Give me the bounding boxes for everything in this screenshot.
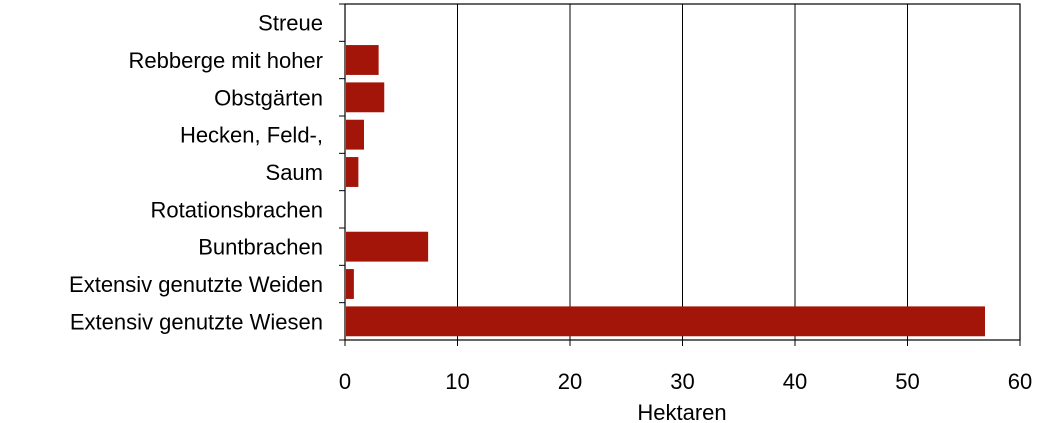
x-tick-label: 0 xyxy=(339,369,351,394)
bar xyxy=(346,45,379,75)
bar xyxy=(346,119,364,150)
gridlines xyxy=(457,4,908,340)
x-tick-label: 20 xyxy=(558,369,582,394)
x-tick-label: 10 xyxy=(445,369,469,394)
x-tick-label: 40 xyxy=(783,369,807,394)
category-label: Obstgärten xyxy=(214,85,323,110)
x-axis-title: Hektaren xyxy=(637,400,726,423)
category-label: Streue xyxy=(258,11,323,36)
category-label: Extensiv genutzte Wiesen xyxy=(70,309,323,334)
category-label: Saum xyxy=(266,160,323,185)
category-label: Buntbrachen xyxy=(198,235,323,260)
bar xyxy=(346,157,359,187)
category-label: Rotationsbrachen xyxy=(151,197,323,222)
x-tick-label: 50 xyxy=(895,369,919,394)
x-tick-label: 60 xyxy=(1008,369,1032,394)
bars xyxy=(346,45,985,337)
bar xyxy=(346,306,985,337)
x-tick-label: 30 xyxy=(670,369,694,394)
category-labels: Streue Rebberge mit hoher Obstgärten Hecken… xyxy=(69,3,345,341)
x-axis-ticks: 0 10 20 30 40 50 60 xyxy=(339,340,1032,394)
category-label: Hecken, Feld-, xyxy=(180,123,323,148)
bar xyxy=(346,82,385,113)
category-label: Extensiv genutzte Weiden xyxy=(69,272,323,297)
category-label: Rebberge mit hoher xyxy=(129,48,323,73)
bar xyxy=(346,269,354,299)
bar xyxy=(346,231,429,262)
